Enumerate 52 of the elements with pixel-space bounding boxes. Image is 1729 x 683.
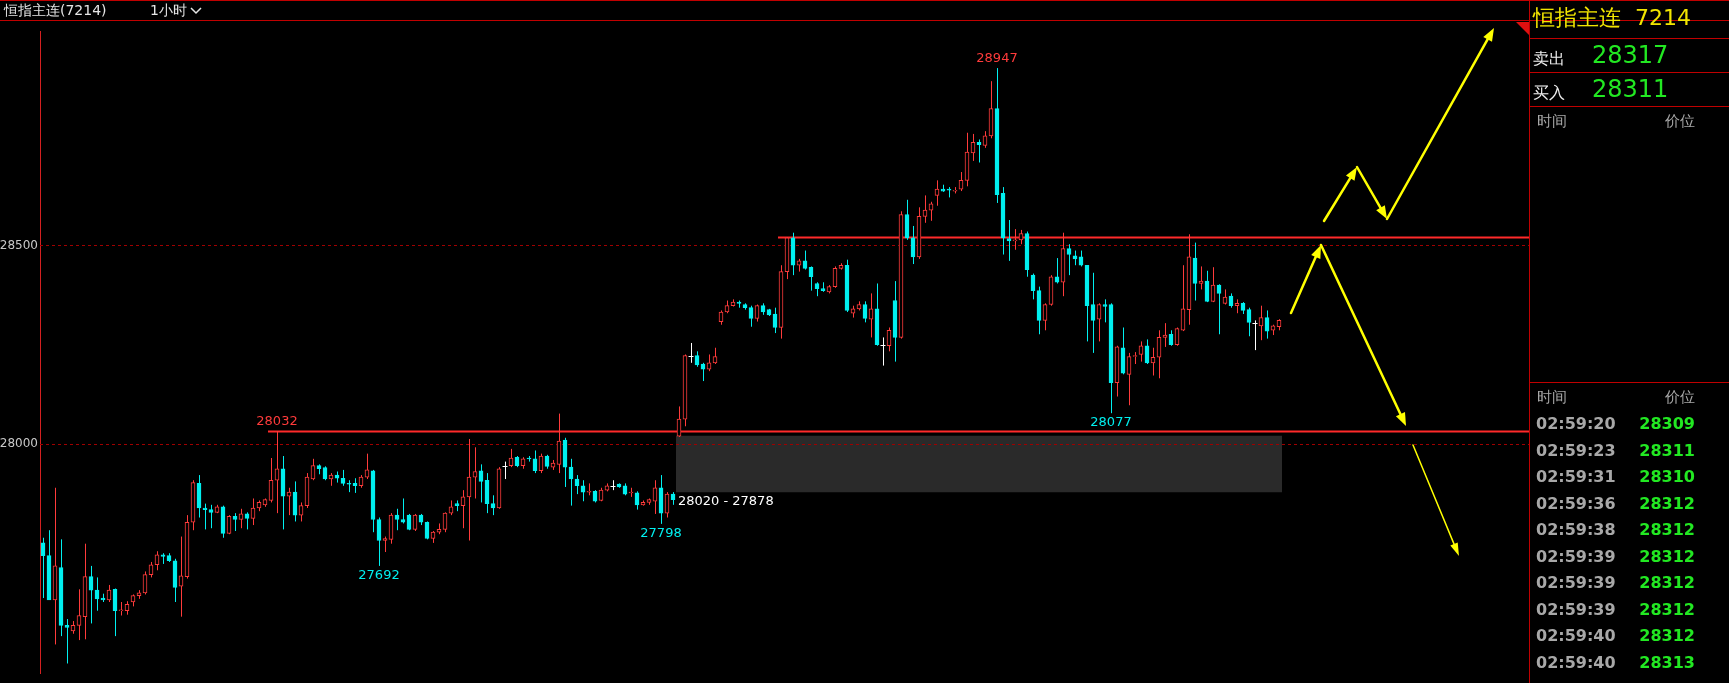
text: 28317	[1592, 41, 1669, 69]
text: 27798	[640, 524, 682, 540]
candlestick	[208, 504, 214, 529]
text: 价位	[1665, 112, 1695, 131]
text: 时间	[1537, 388, 1567, 407]
data-label: 28312	[1639, 520, 1695, 539]
y-tick-label: 28500	[0, 237, 38, 252]
category-label: 02:59:36	[1536, 493, 1616, 513]
data-label: 28312	[1639, 626, 1695, 645]
category-label: 02:59:39	[1536, 599, 1616, 619]
candlestick	[118, 601, 124, 616]
candlestick	[1012, 228, 1018, 251]
text: 27692	[358, 566, 400, 582]
candlestick	[1252, 319, 1258, 351]
candlestick	[502, 461, 508, 480]
band-label: 28020 - 27878	[678, 493, 774, 508]
data-label: 28310	[1639, 467, 1695, 486]
category-label: 02:59:39	[1536, 573, 1616, 592]
data-label: 28309	[1639, 414, 1695, 433]
category-label: 02:59:31	[1536, 467, 1616, 486]
data-label: 28313	[1639, 652, 1695, 672]
category-label: 02:59:39	[1536, 546, 1616, 566]
category-label: 02:59:40	[1536, 626, 1616, 645]
text: 卖出	[1533, 49, 1565, 70]
candlestick	[880, 336, 886, 367]
text: 28311	[1592, 75, 1669, 103]
candlestick	[400, 497, 406, 524]
category-label: 02:59:20	[1536, 414, 1616, 433]
data-label: 28312	[1639, 599, 1695, 619]
text: 时间	[1537, 112, 1567, 131]
data-label: 28312	[1639, 573, 1695, 592]
candlestick	[610, 479, 616, 491]
chart-subtitle: 1小时	[150, 2, 187, 20]
candlestick	[688, 342, 694, 364]
text: 28032	[256, 412, 298, 428]
candlestick	[586, 482, 592, 496]
text: 价位	[1665, 388, 1695, 407]
text: 买入	[1533, 83, 1565, 104]
candlestick	[64, 618, 70, 664]
candlestick	[202, 503, 208, 530]
candlestick	[1054, 257, 1060, 284]
y-tick-label: 28000	[0, 435, 38, 450]
chart-title: 恒指主连(7214)	[4, 2, 107, 20]
data-label: 28312	[1639, 493, 1695, 513]
category-label: 02:59:23	[1536, 440, 1616, 460]
text: 28077	[1090, 414, 1132, 430]
category-label: 02:59:38	[1536, 520, 1616, 539]
category-label: 02:59:40	[1536, 652, 1616, 672]
candlestick	[1102, 298, 1108, 323]
data-label: 28312	[1639, 546, 1695, 566]
text: 28947	[976, 49, 1018, 65]
data-label: 28311	[1639, 440, 1695, 460]
